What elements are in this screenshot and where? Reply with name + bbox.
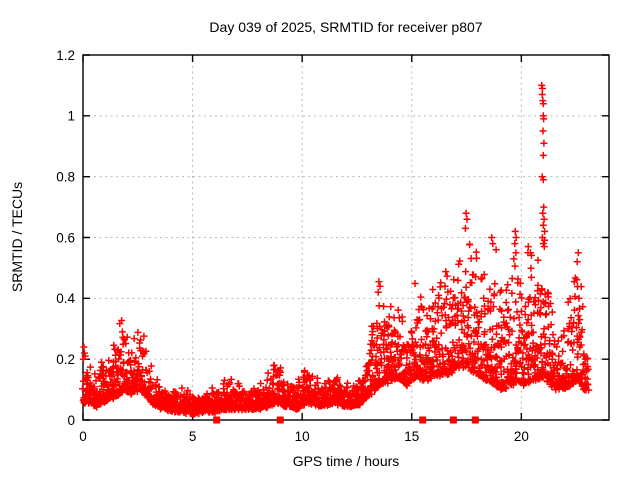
y-tick-label: 0.8 (56, 169, 75, 184)
x-tick-label: 5 (189, 429, 197, 444)
scatter-points (79, 81, 593, 418)
axis-gap-square (276, 416, 284, 424)
y-tick-label: 1.2 (56, 48, 75, 63)
axis-gap-square (419, 416, 427, 424)
x-tick-label: 20 (514, 429, 529, 444)
axis-gap-square (213, 416, 221, 424)
x-tick-label: 0 (79, 429, 87, 444)
x-axis-label: GPS time / hours (292, 453, 400, 469)
y-tick-label: 0.2 (56, 352, 75, 367)
chart-title: Day 039 of 2025, SRMTID for receiver p80… (209, 19, 483, 35)
axis-gap-square (471, 416, 479, 424)
y-tick-label: 0.6 (56, 230, 75, 245)
y-tick-label: 0 (67, 413, 75, 428)
x-tick-label: 15 (404, 429, 419, 444)
axis-gap-square (449, 416, 457, 424)
y-tick-label: 1 (67, 109, 75, 124)
y-tick-label: 0.4 (56, 291, 75, 306)
x-tick-label: 10 (295, 429, 310, 444)
